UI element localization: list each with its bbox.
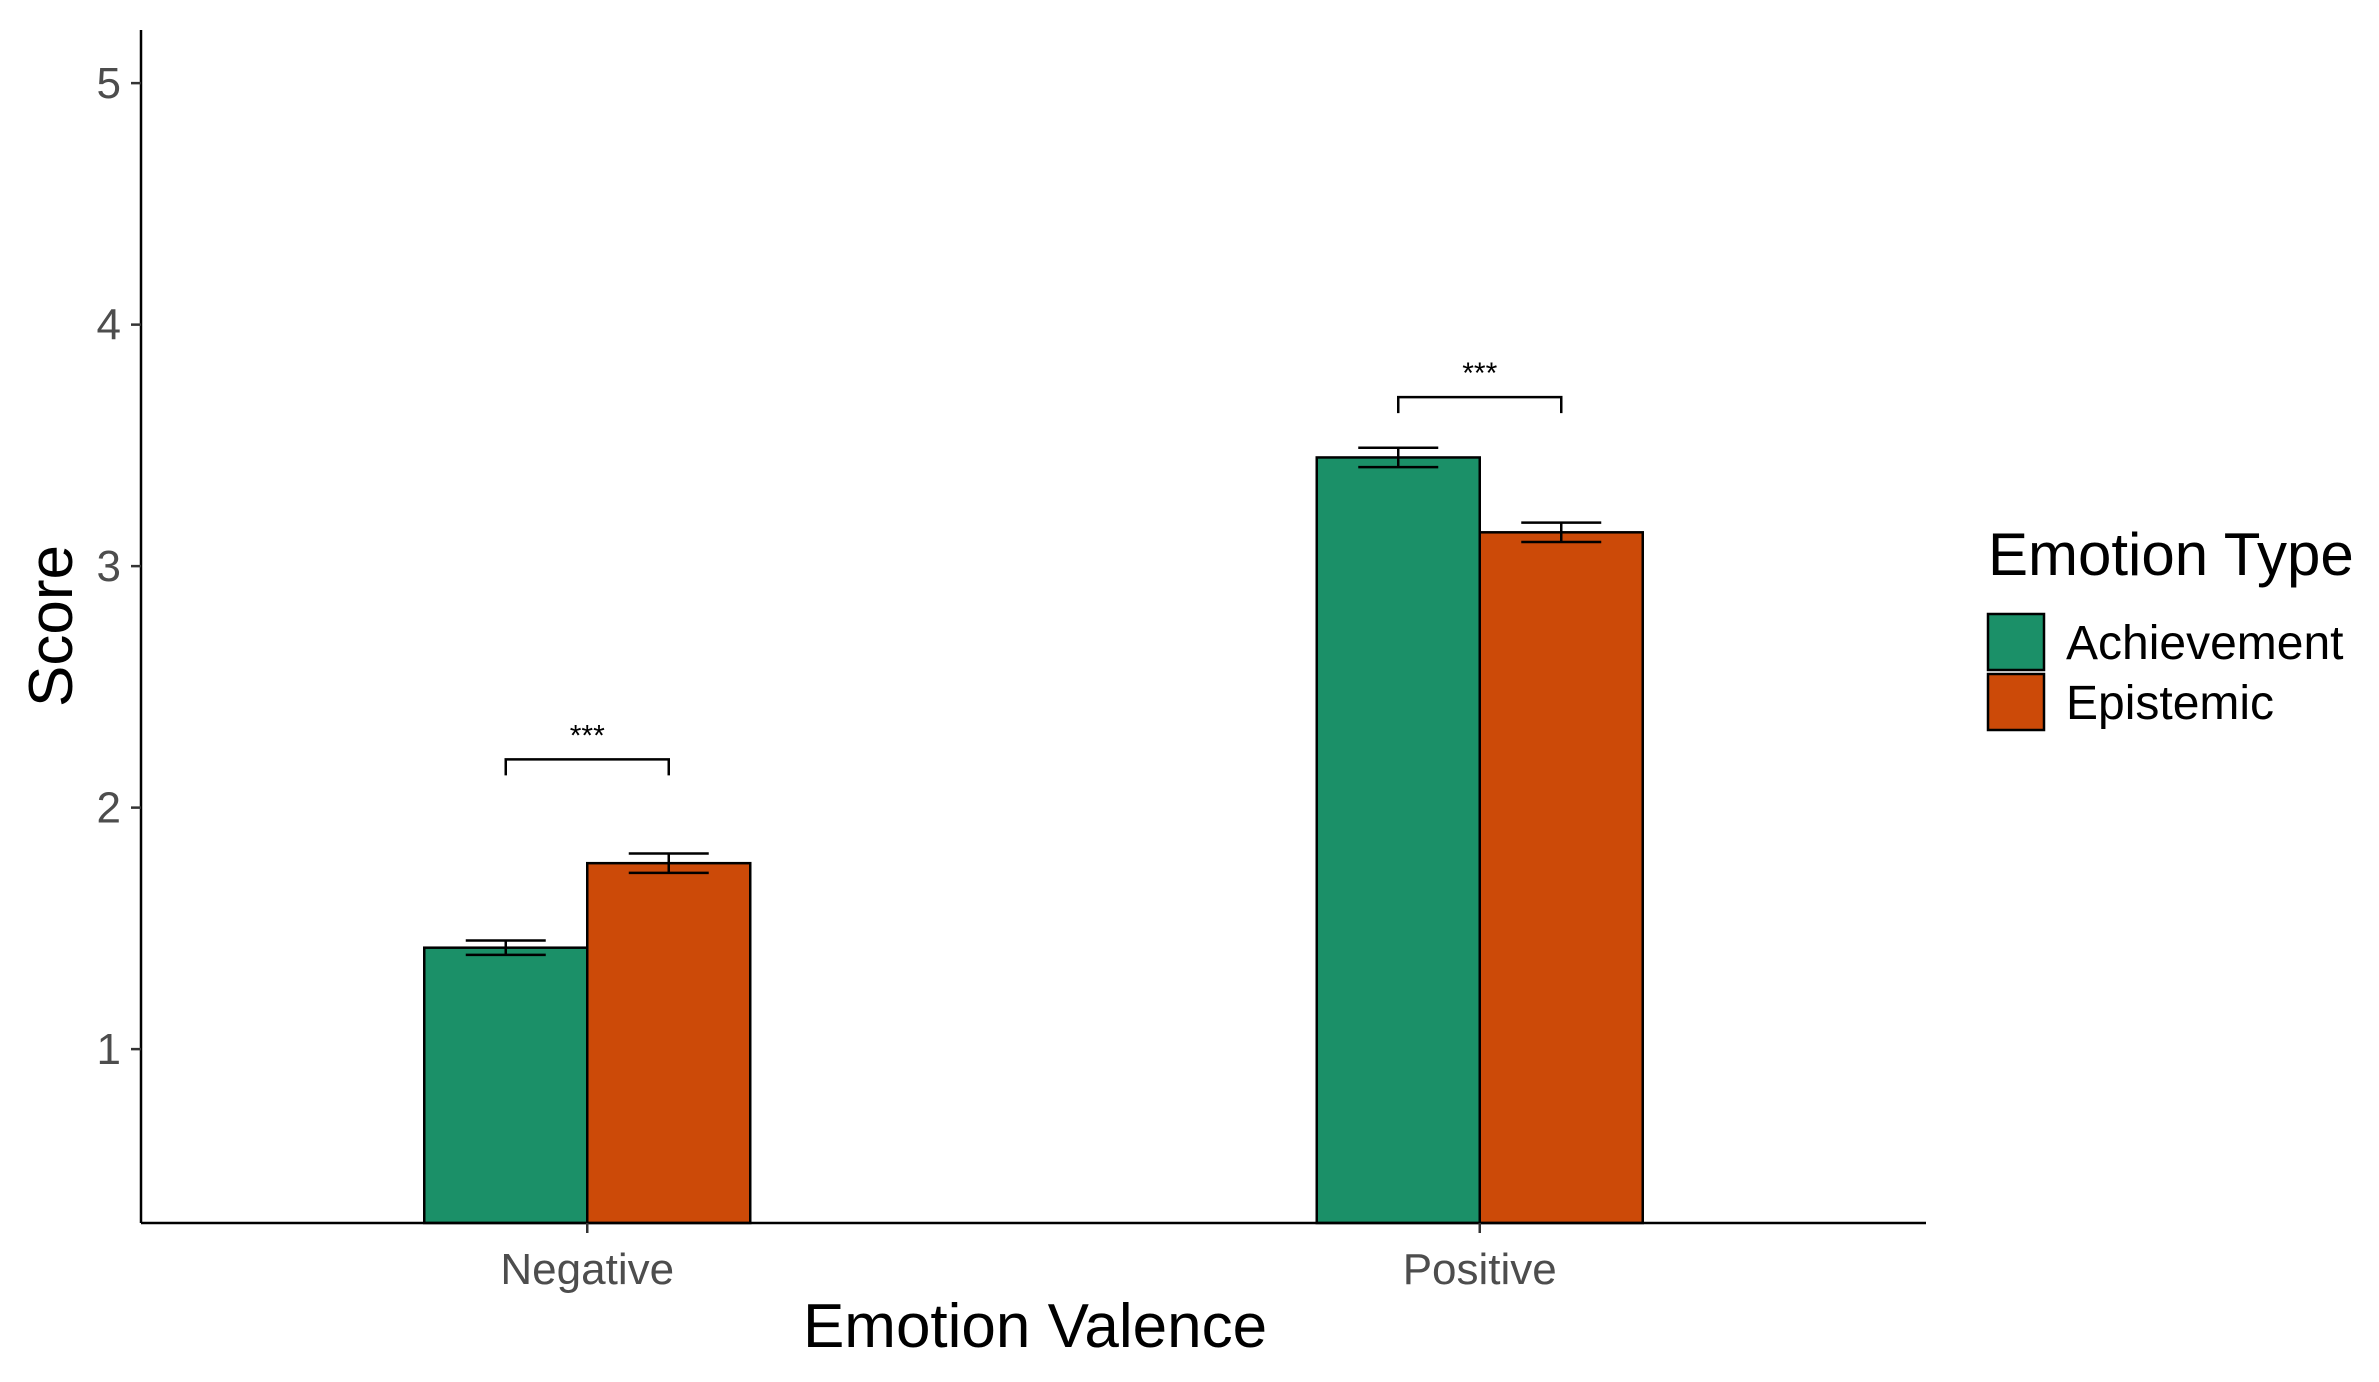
- y-axis-title: Score: [17, 545, 86, 707]
- significance-bracket-negative: ***: [504, 719, 670, 776]
- significance-annotations: *** ***: [504, 357, 1563, 776]
- errorbar-epistemic-positive: [1521, 521, 1602, 544]
- bar-epistemic-negative: [586, 861, 752, 1225]
- bar-achievement-positive: [1315, 456, 1481, 1225]
- x-tick-label-positive: Positive: [1403, 1245, 1557, 1294]
- errorbar-epistemic-negative: [628, 852, 709, 875]
- x-axis-title: Emotion Valence: [803, 1292, 1267, 1361]
- bars-layer: [423, 456, 1644, 1225]
- axes-layer: 1 2 3 4 5 Negative Positive: [97, 30, 1926, 1294]
- legend-item-achievement: Achievement: [1986, 612, 2343, 672]
- y-tick-label: 3: [97, 542, 121, 591]
- x-tick-label-negative: Negative: [500, 1245, 674, 1294]
- legend-swatch-epistemic: [1986, 672, 2046, 732]
- legend: Achievement Epistemic: [1986, 612, 2343, 732]
- y-tick-label: 5: [97, 59, 121, 108]
- legend-label-achievement: Achievement: [2066, 617, 2343, 670]
- bar-epistemic-positive: [1478, 531, 1644, 1225]
- y-tick-label: 1: [97, 1025, 121, 1074]
- significance-label-positive: ***: [1462, 357, 1497, 390]
- bar-achievement-negative: [423, 946, 589, 1225]
- legend-item-epistemic: Epistemic: [1986, 672, 2274, 732]
- legend-label-epistemic: Epistemic: [2066, 677, 2274, 730]
- significance-bracket-positive: ***: [1397, 357, 1563, 414]
- errorbar-achievement-negative: [465, 939, 546, 957]
- errorbars-layer: [465, 446, 1602, 957]
- errorbar-achievement-positive: [1358, 446, 1439, 469]
- y-tick-label: 4: [97, 301, 121, 350]
- y-tick-label: 2: [97, 784, 121, 833]
- legend-swatch-achievement: [1986, 612, 2046, 672]
- significance-label-negative: ***: [570, 719, 605, 752]
- legend-title: Emotion Type: [1988, 521, 2354, 588]
